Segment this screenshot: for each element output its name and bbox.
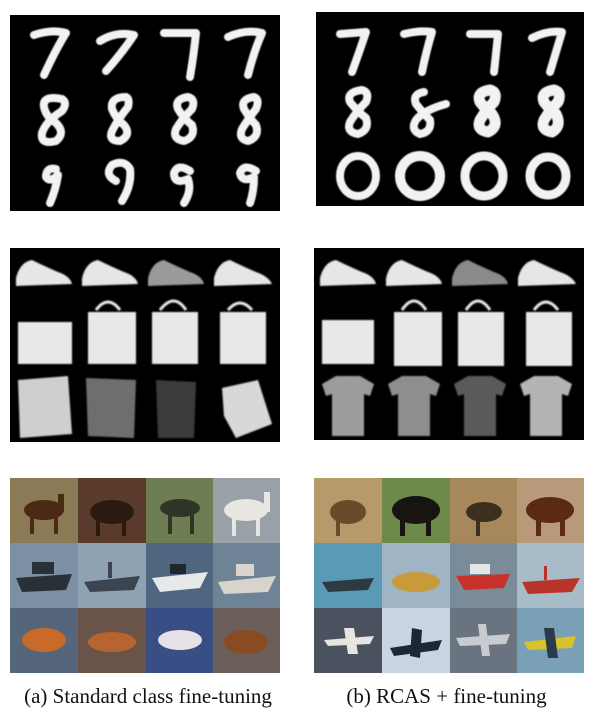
digit-0 xyxy=(336,152,380,200)
digit-7 xyxy=(96,29,138,75)
bag-image xyxy=(88,300,136,364)
digit-7 xyxy=(466,30,502,76)
horse-image xyxy=(24,494,64,534)
bag-image xyxy=(458,299,504,366)
digit-8 xyxy=(409,88,450,138)
animal-image xyxy=(526,497,574,536)
digit-8 xyxy=(107,93,133,145)
blurred-artifact-image xyxy=(224,630,268,654)
airplane-image xyxy=(456,624,510,656)
ship-image xyxy=(218,564,276,594)
digit-9 xyxy=(104,158,135,205)
blurred-artifact-image xyxy=(22,628,66,652)
animal-image xyxy=(392,496,440,536)
digit-7 xyxy=(160,29,200,81)
sneaker-image xyxy=(82,260,138,286)
mnist-panel-right xyxy=(316,12,584,206)
horse-image xyxy=(160,499,200,534)
animal-image xyxy=(330,500,366,536)
caption-standard-fine-tuning: (a) Standard class fine-tuning xyxy=(24,684,272,708)
blurred-artifact-image xyxy=(88,632,136,652)
bag-image xyxy=(152,299,198,364)
digit-7 xyxy=(528,27,566,76)
digit-7 xyxy=(224,27,266,79)
blurred-garment-image xyxy=(156,380,196,438)
digit-7 xyxy=(400,27,436,76)
sneaker-image xyxy=(320,260,376,286)
horse-image xyxy=(90,500,134,536)
tshirt-image xyxy=(322,376,374,436)
cifar-panel-left xyxy=(10,478,280,673)
blurred-garment-image xyxy=(86,378,136,438)
digit-8 xyxy=(236,93,262,145)
bag-image xyxy=(526,300,572,366)
sneaker-image xyxy=(16,260,72,286)
ship-image xyxy=(392,572,440,592)
bag-image xyxy=(322,320,374,364)
bag-image xyxy=(18,322,72,364)
digit-0 xyxy=(460,151,508,201)
tshirt-image xyxy=(388,376,440,436)
ship-image xyxy=(522,566,580,594)
fashion-panel-right xyxy=(314,248,584,440)
digit-7 xyxy=(336,28,370,76)
sneaker-image xyxy=(148,260,204,286)
animal-image xyxy=(466,502,502,536)
fashion-panel-left xyxy=(10,248,280,442)
blurred-garment-image xyxy=(222,380,272,438)
sneaker-image xyxy=(518,260,576,286)
blurred-artifact-image xyxy=(158,630,202,650)
tshirt-image xyxy=(454,376,506,436)
sneaker-image xyxy=(214,260,272,286)
ship-image xyxy=(322,578,374,592)
airplane-image xyxy=(390,628,442,658)
bag-image xyxy=(394,299,442,366)
ship-image xyxy=(84,562,140,592)
ship-image xyxy=(16,562,72,592)
cifar-panel-right xyxy=(314,478,584,673)
horse-image xyxy=(224,492,270,536)
digit-9 xyxy=(42,164,62,207)
sneaker-image xyxy=(386,260,442,286)
digit-8 xyxy=(537,84,565,138)
digit-8 xyxy=(171,93,198,145)
digit-8 xyxy=(473,84,501,138)
ship-image xyxy=(456,564,510,590)
airplane-image xyxy=(524,628,576,658)
digit-7 xyxy=(30,27,70,79)
digit-9 xyxy=(170,163,194,207)
caption-rcas-fine-tuning: (b) RCAS + fine-tuning xyxy=(346,684,547,708)
bag-image xyxy=(220,301,266,364)
digit-0 xyxy=(525,152,571,200)
digit-9 xyxy=(236,163,260,207)
digit-0 xyxy=(395,151,445,201)
mnist-panel-left xyxy=(10,15,280,211)
tshirt-image xyxy=(520,376,572,436)
digit-8 xyxy=(345,86,372,138)
digit-8 xyxy=(37,94,69,146)
sneaker-image xyxy=(452,260,508,286)
ship-image xyxy=(152,564,208,592)
airplane-image xyxy=(324,628,374,654)
blurred-garment-image xyxy=(18,376,72,438)
